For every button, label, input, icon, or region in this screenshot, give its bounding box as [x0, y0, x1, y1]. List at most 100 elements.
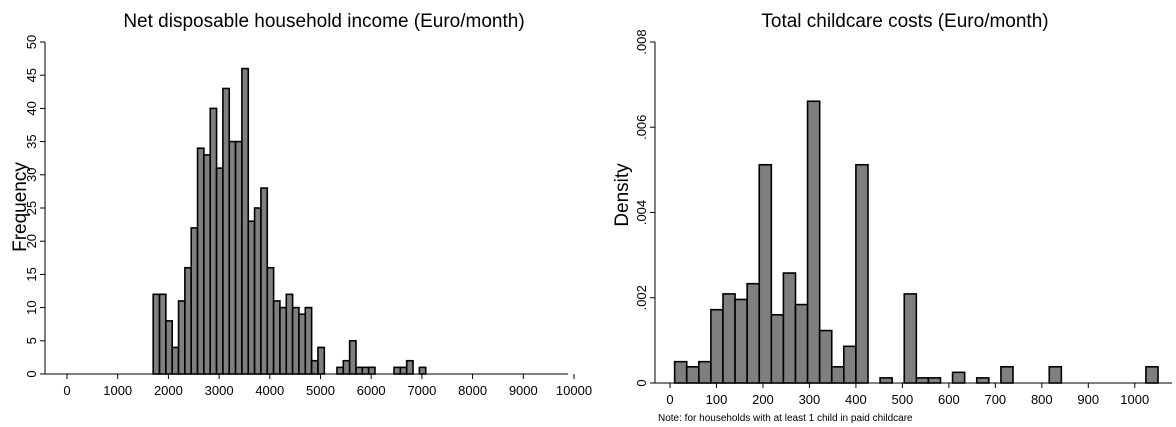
childcare-y-tick-label: 0 — [634, 379, 649, 386]
income-chart-title: Net disposable household income (Euro/mo… — [123, 11, 524, 32]
income-y-tick-label: 25 — [24, 201, 39, 215]
income-bars — [152, 67, 427, 375]
childcare-bar — [927, 377, 942, 384]
income-bar — [177, 300, 186, 375]
childcare-histogram: Total childcare costs (Euro/month) Densi… — [612, 11, 1172, 424]
income-x-tick-label: 9000 — [509, 383, 538, 398]
income-bar — [298, 313, 307, 375]
childcare-bar — [951, 371, 966, 384]
childcare-y-tick-label: .004 — [634, 200, 649, 225]
childcare-note: Note: for households with at least 1 chi… — [658, 413, 913, 424]
childcare-bar — [879, 377, 893, 384]
income-y-tick-label: 10 — [24, 300, 39, 314]
childcare-bar — [1048, 366, 1063, 384]
childcare-x-tick-label: 1000 — [1120, 392, 1149, 407]
income-y-axis-label: Frequency — [10, 162, 31, 252]
income-x-tick-label: 3000 — [205, 383, 234, 398]
childcare-bar — [818, 329, 833, 384]
income-bar — [285, 293, 294, 375]
income-y-tick-label: 40 — [24, 101, 39, 115]
income-bar — [342, 359, 351, 375]
income-bar — [336, 366, 345, 375]
income-bar — [222, 87, 231, 375]
income-bar — [253, 207, 262, 375]
income-histogram: Net disposable household income (Euro/mo… — [10, 11, 592, 398]
childcare-x-tick-label: 800 — [1031, 392, 1053, 407]
income-bar — [279, 306, 288, 375]
childcare-x-tick-label: 900 — [1077, 392, 1099, 407]
childcare-x-tick-label: 0 — [666, 392, 673, 407]
childcare-bar — [698, 360, 712, 384]
childcare-bar — [758, 163, 773, 384]
income-bar — [171, 346, 180, 375]
income-bar — [291, 306, 300, 375]
income-x-tick-label: 1000 — [103, 383, 132, 398]
income-bar — [393, 366, 402, 375]
childcare-x-tick-label: 600 — [938, 392, 960, 407]
income-bar — [355, 366, 364, 375]
income-y-tick-label: 20 — [24, 234, 39, 248]
childcare-bar — [794, 303, 809, 384]
childcare-bar — [722, 293, 736, 384]
income-x-tick-label: 2000 — [154, 383, 183, 398]
income-bar — [158, 293, 167, 375]
childcare-bar — [710, 308, 724, 384]
income-x-tick-label: 4000 — [255, 383, 284, 398]
income-bar — [241, 67, 250, 375]
income-bar — [190, 227, 199, 375]
income-x-tick-label: 7000 — [407, 383, 436, 398]
childcare-x-tick-label: 700 — [984, 392, 1006, 407]
income-bar — [165, 320, 174, 375]
childcare-bar — [685, 366, 700, 384]
childcare-bar — [782, 272, 797, 384]
income-bar — [184, 266, 193, 375]
childcare-x-ticks: 0 100 200 300 400 500 600 700 800 900 1000 — [666, 383, 1149, 407]
income-x-tick-label: 0 — [63, 383, 70, 398]
childcare-bar — [903, 293, 918, 384]
childcare-bar — [746, 282, 761, 384]
income-x-tick-label: 8000 — [458, 383, 487, 398]
income-bar — [152, 293, 161, 375]
childcare-x-tick-label: 100 — [706, 392, 728, 407]
income-x-ticks: 0 1000 2000 3000 4000 5000 6000 7000 8000 9000 100… — [63, 374, 592, 398]
income-y-ticks: 0 5 10 15 20 25 30 35 40 45 50 — [24, 35, 45, 378]
childcare-x-tick-label: 200 — [752, 392, 774, 407]
income-bar — [367, 366, 376, 375]
childcare-bar — [975, 377, 990, 384]
childcare-chart-title: Total childcare costs (Euro/month) — [761, 11, 1048, 32]
childcare-x-tick-label: 400 — [845, 392, 867, 407]
childcare-y-tick-label: .002 — [634, 285, 649, 310]
childcare-bar — [843, 345, 857, 384]
income-x-tick-label: 10000 — [556, 383, 592, 398]
childcare-y-tick-label: .006 — [634, 115, 649, 140]
income-bar — [405, 359, 414, 375]
childcare-y-tick-label: .008 — [634, 29, 649, 54]
income-bar — [348, 339, 357, 375]
childcare-bar — [770, 313, 785, 384]
childcare-bar — [830, 366, 845, 384]
income-bar — [247, 220, 256, 375]
childcare-x-tick-label: 300 — [799, 392, 821, 407]
income-bar — [304, 306, 313, 375]
income-bar — [266, 266, 275, 375]
childcare-bar — [673, 360, 688, 384]
income-bar — [196, 147, 205, 375]
childcare-y-axis-label: Density — [612, 163, 633, 227]
childcare-bar — [1145, 366, 1159, 384]
income-y-tick-label: 15 — [24, 267, 39, 281]
income-y-tick-label: 45 — [24, 68, 39, 82]
income-bar — [209, 107, 218, 375]
childcare-bar — [734, 298, 748, 384]
income-x-tick-label: 5000 — [306, 383, 335, 398]
income-bar — [361, 366, 370, 375]
income-bar — [234, 140, 243, 375]
income-bar — [399, 366, 408, 375]
childcare-bar — [915, 377, 930, 384]
income-y-tick-label: 35 — [24, 134, 39, 148]
childcare-bar — [1000, 366, 1014, 384]
income-bar — [310, 359, 319, 375]
income-bar — [260, 187, 269, 375]
childcare-y-ticks: 0 .002 .004 .006 .008 — [634, 29, 655, 387]
income-bar — [418, 366, 427, 375]
